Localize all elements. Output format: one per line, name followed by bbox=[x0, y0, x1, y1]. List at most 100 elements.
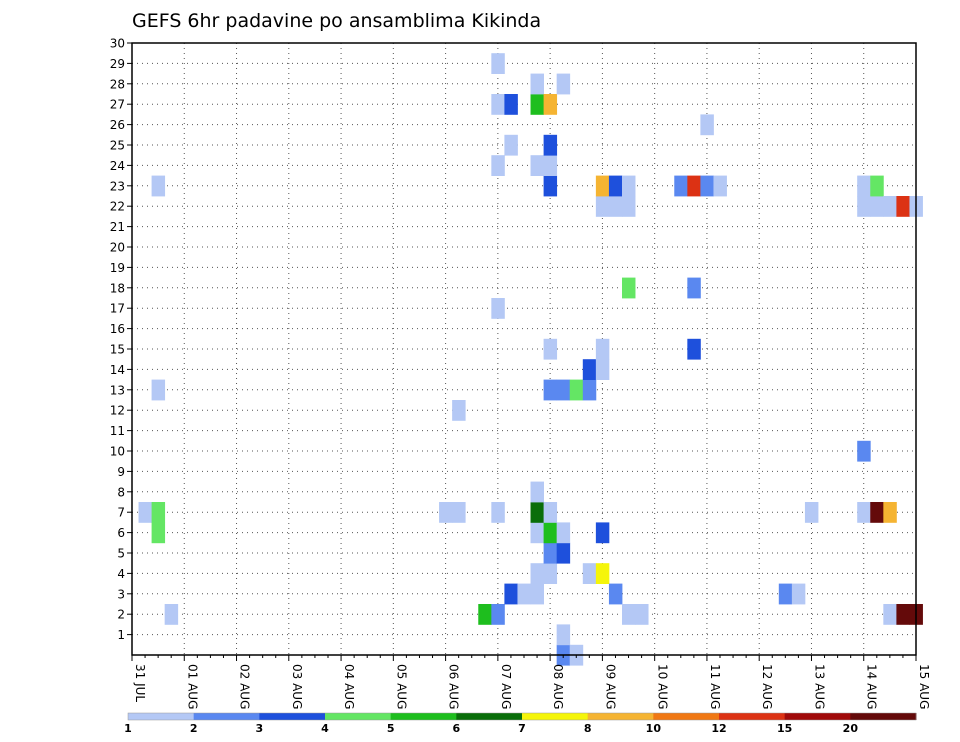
heatmap-cell bbox=[504, 94, 518, 115]
heatmap-cell bbox=[804, 502, 819, 523]
heatmap-cell bbox=[491, 298, 505, 319]
heatmap-cell bbox=[857, 175, 871, 197]
legend-swatch bbox=[522, 713, 589, 720]
heatmap-cell bbox=[478, 604, 492, 625]
heatmap-cell bbox=[543, 155, 558, 176]
heatmap-cell bbox=[452, 502, 466, 523]
heatmap-cell bbox=[713, 175, 727, 197]
heatmap-cell bbox=[504, 583, 518, 605]
legend-label: 5 bbox=[387, 722, 395, 735]
heatmap-cell bbox=[595, 563, 610, 584]
x-tick-label: 14 AUG bbox=[865, 664, 879, 709]
y-tick-label: 6 bbox=[117, 526, 125, 540]
heatmap-cell bbox=[700, 114, 714, 136]
heatmap-cell bbox=[622, 604, 636, 625]
heatmap-cell bbox=[543, 379, 558, 401]
heatmap-cell bbox=[883, 196, 897, 217]
heatmap-cell bbox=[530, 481, 544, 503]
heatmap-cell bbox=[530, 155, 544, 176]
heatmap-cell bbox=[700, 175, 714, 197]
x-tick-label: 12 AUG bbox=[760, 664, 774, 709]
legend-swatch bbox=[193, 713, 260, 720]
heatmap-cell bbox=[896, 604, 910, 625]
x-tick-label: 11 AUG bbox=[708, 664, 722, 709]
y-tick-label: 12 bbox=[110, 404, 125, 418]
heatmap-cell bbox=[857, 196, 871, 217]
heatmap-cell bbox=[870, 196, 884, 217]
legend-swatch bbox=[259, 713, 326, 720]
heatmap-cell bbox=[635, 604, 649, 625]
x-tick-label: 31 JUL bbox=[133, 664, 147, 702]
heatmap-cell bbox=[530, 583, 544, 605]
x-axis: 31 JUL 01 AUG 02 AUG 03 AUG 04 AUG 05 AUG 06 A… bbox=[131, 655, 931, 709]
heatmap-cell bbox=[491, 502, 505, 523]
heatmap-cell bbox=[530, 502, 544, 523]
y-tick-label: 11 bbox=[110, 424, 125, 438]
heatmap-cell bbox=[543, 175, 558, 197]
y-tick-label: 17 bbox=[110, 302, 125, 316]
heatmap-cell bbox=[569, 379, 584, 401]
legend-swatch bbox=[653, 713, 720, 720]
heatmap-cell bbox=[595, 338, 610, 360]
heatmap-cell bbox=[608, 196, 623, 217]
heatmap-cell bbox=[491, 155, 505, 176]
x-tick-label: 06 AUG bbox=[447, 664, 461, 709]
y-tick-label: 13 bbox=[110, 383, 125, 397]
heatmap-cell bbox=[857, 440, 871, 462]
legend-swatch bbox=[719, 713, 786, 720]
y-tick-label: 20 bbox=[110, 241, 125, 255]
y-tick-label: 16 bbox=[110, 322, 125, 336]
heatmap-cell bbox=[870, 502, 884, 523]
heatmap-cell bbox=[439, 502, 453, 523]
legend-label: 15 bbox=[777, 722, 792, 735]
legend-label: 20 bbox=[843, 722, 859, 735]
heatmap-cell bbox=[556, 624, 571, 646]
heatmap-cell bbox=[870, 175, 884, 197]
y-tick-label: 19 bbox=[110, 261, 125, 275]
y-tick-label: 23 bbox=[110, 179, 125, 193]
heatmap-cell bbox=[556, 522, 571, 544]
y-tick-label: 5 bbox=[117, 547, 125, 561]
heatmap-cell bbox=[622, 196, 636, 217]
y-tick-label: 1 bbox=[117, 628, 125, 642]
color-legend: 1 2 3 4 5 6 7 8 10 12 15 20 bbox=[124, 712, 917, 735]
plot-frame bbox=[131, 42, 917, 656]
heatmap-cell bbox=[543, 502, 558, 523]
y-tick-label: 29 bbox=[110, 57, 125, 71]
legend-label: 3 bbox=[256, 722, 264, 735]
y-tick-label: 24 bbox=[110, 159, 125, 173]
legend-label: 4 bbox=[321, 722, 329, 735]
legend-swatch bbox=[456, 713, 523, 720]
heatmap-cell bbox=[138, 502, 152, 523]
heatmap-cell bbox=[595, 196, 610, 217]
heatmap-cell bbox=[543, 94, 558, 115]
heatmap-cell bbox=[595, 522, 610, 544]
x-tick-label: 13 AUG bbox=[812, 664, 826, 709]
heatmap-cell bbox=[151, 175, 166, 197]
y-tick-label: 27 bbox=[110, 98, 125, 112]
legend-label: 1 bbox=[124, 722, 132, 735]
y-tick-label: 8 bbox=[117, 485, 125, 499]
x-tick-label: 03 AUG bbox=[290, 664, 304, 709]
x-tick-label: 10 AUG bbox=[656, 664, 670, 709]
heatmap-cell bbox=[857, 502, 871, 523]
heatmap-cell bbox=[622, 277, 636, 299]
y-tick-label: 7 bbox=[117, 506, 125, 520]
heatmap-cell bbox=[530, 94, 544, 115]
chart-title: GEFS 6hr padavine po ansamblima Kikinda bbox=[132, 10, 541, 32]
heatmap-cell bbox=[491, 53, 505, 74]
legend-label: 12 bbox=[711, 722, 726, 735]
heatmap-cell bbox=[896, 196, 910, 217]
heatmap-cell bbox=[883, 604, 897, 625]
heatmap-cell bbox=[164, 604, 179, 625]
y-tick-label: 22 bbox=[110, 200, 125, 214]
y-axis: 1234567891011121314151617181920212223242… bbox=[110, 37, 132, 642]
legend-label: 10 bbox=[646, 722, 662, 735]
y-tick-label: 25 bbox=[110, 139, 125, 153]
heatmap-cell bbox=[674, 175, 688, 197]
legend-swatch bbox=[325, 713, 392, 720]
x-tick-label: 02 AUG bbox=[238, 664, 252, 709]
heatmap-cell bbox=[504, 134, 518, 156]
heatmap-cell bbox=[687, 338, 701, 360]
